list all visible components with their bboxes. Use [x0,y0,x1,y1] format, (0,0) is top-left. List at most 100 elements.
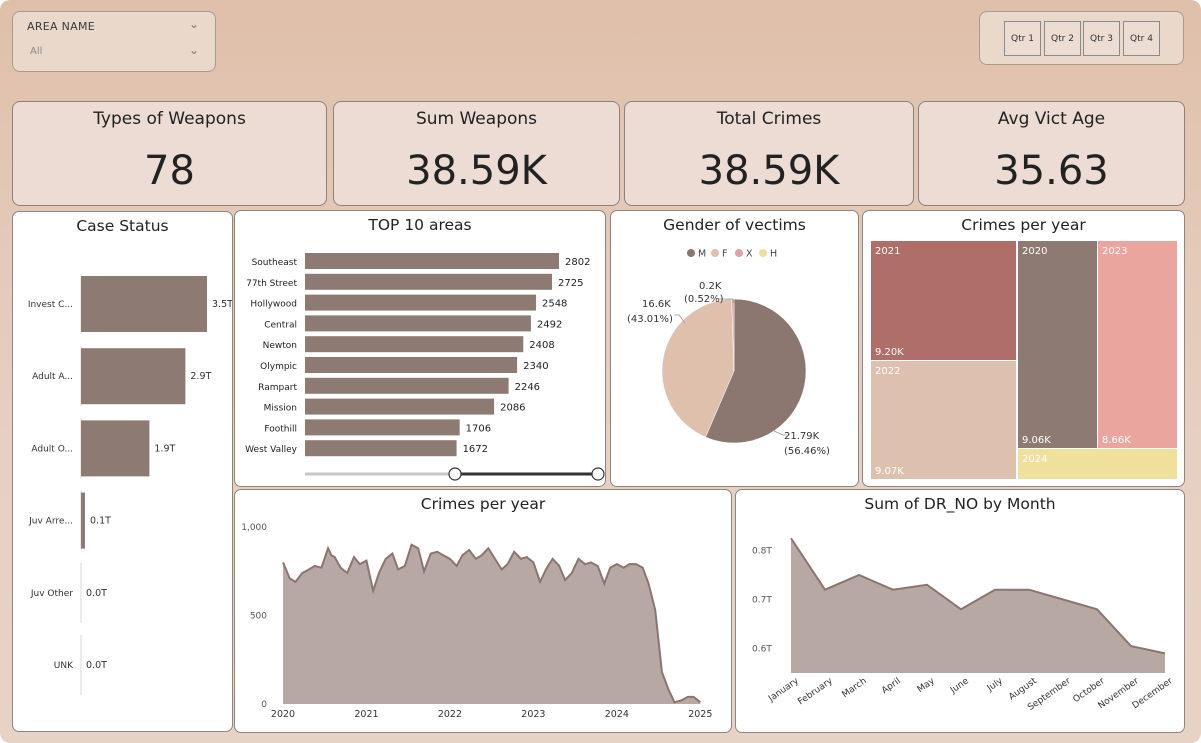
category-label: Rampart [258,383,297,393]
x-tick-label: May [916,676,938,695]
treemap-value-label: 9.06K [1022,435,1051,446]
bar-6 [305,377,509,394]
bar-5 [305,357,518,373]
data-label: 2086 [500,403,525,414]
area-svg: 0 500 1,000 2020 2021 2022 2023 2024 2025 [241,523,712,720]
kpi-value: 35.63 [994,148,1109,194]
kpi-card-sum-weapons: Sum Weapons 38.59K [333,101,620,206]
area-fill [791,538,1165,673]
chart-title: Sum of DR_NO by Month [864,495,1056,513]
legend-dot-H [759,249,767,257]
data-label: 2.9T [190,371,211,382]
data-label: 2408 [529,340,554,351]
gender-chart[interactable]: Gender of vectims M F X H 21.79K (56.46%) 16.6… [610,210,859,487]
data-label: 2548 [542,299,567,310]
treemap-value-label: 9.20K [875,347,904,358]
bar-8 [305,419,460,436]
treemap-year-label: 2020 [1022,246,1047,257]
bar-9 [305,440,457,457]
top-areas-svg: Southeast 2802 77th Street 2725 Hollywood 254… [245,253,605,481]
data-label: 0.1T [90,516,111,527]
leader-line [773,430,787,436]
area-line [790,537,1166,655]
x-tick-label: February [796,676,835,707]
x-tick-label: 2022 [438,709,462,720]
leader-line [719,298,735,304]
category-label: UNK [54,661,74,671]
dropdown-chevron-icon[interactable]: ⌄ [188,43,199,57]
kpi-title: Types of Weapons [93,109,246,129]
x-tick-label: June [948,676,971,696]
x-tick-label: July [985,676,1005,694]
x-tick-label: 2021 [354,709,378,720]
crimes-per-year-area-chart[interactable]: Crimes per year 0 500 1,000 2020 2021 2022 202… [234,489,732,733]
treemap-value-label: 8.66K [1102,435,1131,446]
category-label: Juv Arre... [28,517,73,527]
qtr-3-button[interactable]: Qtr 3 [1083,21,1120,56]
legend-dot-X [735,249,743,257]
kpi-title: Sum Weapons [415,109,538,129]
bar-0 [81,276,207,332]
category-label: Foothill [264,424,297,434]
category-label: Southeast [252,258,298,268]
data-label: 2340 [523,361,548,372]
data-label: (43.01%) [627,314,673,325]
kpi-card-avg-vict-age: Avg Vict Age 35.63 [918,101,1185,206]
data-label: 0.2K [699,281,722,292]
chart-title: Crimes per year [961,216,1086,234]
range-slider-handle-right[interactable] [591,467,605,481]
range-slider-handle-left[interactable] [448,467,462,481]
data-label: 2246 [515,382,540,393]
case-status-svg: Invest C... 3.5T Adult A... 2.9T Adult O... 1… [28,274,232,695]
data-label: 16.6K [642,299,671,310]
bar-4 [305,336,524,353]
kpi-value: 38.59K [698,148,840,194]
category-label: Adult O... [31,444,73,454]
filter-value[interactable]: All [30,46,43,57]
category-label: Invest C... [28,300,73,310]
qtr-4-button[interactable]: Qtr 4 [1123,21,1160,56]
legend-dot-M [687,249,695,257]
kpi-card-types-of-weapons: Types of Weapons 78 [12,101,327,206]
y-tick-label: 0.8T [752,547,772,557]
data-label: 2725 [558,278,583,289]
kpi-value: 38.59K [406,148,547,194]
treemap-cell-2020 [1018,241,1097,448]
kpi-title: Avg Vict Age [997,109,1106,129]
chart-title: Gender of vectims [663,216,806,234]
bar-7 [305,398,495,415]
legend-dot-F [711,249,719,257]
chart-title: TOP 10 areas [368,216,472,234]
legend-label: H [770,249,777,260]
x-tick-label: April [880,676,903,696]
chevron-down-icon[interactable]: ⌄ [188,17,199,31]
dr-no-by-month-chart[interactable]: Sum of DR_NO by Month 0.6T 0.7T 0.8T Januar… [735,489,1185,733]
data-label: (0.52%) [684,294,724,305]
legend-label: M [698,249,706,260]
data-label: 1672 [463,444,488,455]
qtr-2-button[interactable]: Qtr 2 [1044,21,1081,56]
data-label: 1.9T [154,443,175,454]
treemap-cell-2022 [871,361,1016,479]
category-label: West Valley [245,445,297,455]
case-status-chart[interactable]: Case Status Invest C... 3.5T Adult A... 2.9… [12,211,233,732]
crimes-per-year-treemap[interactable]: Crimes per year 2021 9.20K 2022 9.07K 2020 9.… [862,210,1185,487]
treemap-cell-2024 [1018,449,1177,479]
y-tick-label: 0 [261,700,267,710]
category-label: Newton [263,341,297,351]
treemap-year-label: 2021 [875,246,900,257]
pie-slice-F [661,298,735,438]
y-tick-label: 0.6T [752,645,772,655]
qtr-1-button[interactable]: Qtr 1 [1004,21,1041,56]
x-tick-label: 2025 [688,709,712,720]
bar-2 [81,420,150,477]
area-name-filter[interactable]: AREA NAME ⌄ All ⌄ [12,11,216,72]
quarter-slicer: Qtr 1 Qtr 2 Qtr 3 Qtr 4 [979,11,1184,65]
x-tick-label: 2023 [521,709,545,720]
category-label: Central [264,320,297,330]
data-label: 1706 [466,423,491,434]
top-10-areas-chart[interactable]: TOP 10 areas Southeast 2802 77th Street 272… [234,210,606,487]
bar-3 [81,492,85,549]
